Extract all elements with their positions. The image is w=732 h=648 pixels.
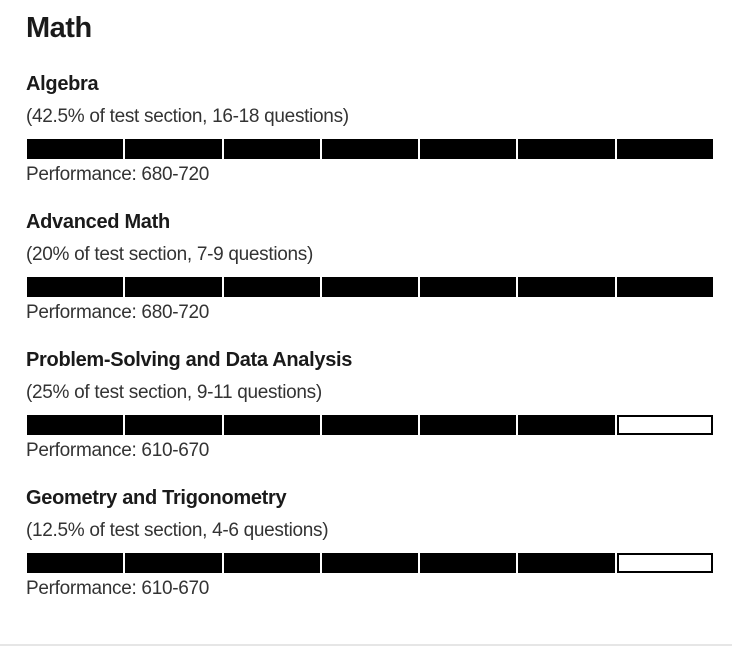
bar-segment-filled [616, 139, 713, 159]
bar-segment-empty [616, 553, 713, 573]
section-title: Advanced Math [26, 211, 170, 233]
bar-segment-filled [321, 139, 419, 159]
bar-segment-filled [125, 553, 222, 573]
bar-segment-filled [321, 415, 419, 435]
bar-segment-filled [223, 415, 320, 435]
bar-segment-filled [518, 415, 615, 435]
bar-segment-filled [420, 139, 517, 159]
section-geometry-trigonometry: Geometry and Trigonometry (12.5% of test… [26, 485, 716, 602]
performance-range: Performance: 680-720 [26, 164, 210, 185]
bar-segment-filled [223, 277, 320, 297]
performance-bar [27, 139, 713, 159]
section-advanced-math: Advanced Math (20% of test section, 7-9 … [26, 209, 716, 326]
section-title: Geometry and Trigonometry [26, 487, 287, 509]
bar-segment-filled [518, 139, 615, 159]
bar-segment-filled [321, 553, 419, 573]
section-weight: (25% of test section, 9-11 questions) [26, 382, 322, 403]
section-weight: (12.5% of test section, 4-6 questions) [26, 520, 329, 541]
section-title: Problem-Solving and Data Analysis [26, 349, 353, 371]
bar-segment-filled [125, 277, 222, 297]
section-algebra: Algebra (42.5% of test section, 16-18 qu… [26, 71, 716, 188]
bar-segment-filled [420, 553, 517, 573]
performance-bar [27, 415, 713, 435]
bar-segment-filled [125, 415, 222, 435]
bar-segment-empty [616, 415, 713, 435]
section-problem-solving-data-analysis: Problem-Solving and Data Analysis (25% o… [26, 347, 716, 464]
performance-bar [27, 277, 713, 297]
bar-segment-filled [125, 139, 222, 159]
bar-segment-filled [321, 277, 419, 297]
performance-range: Performance: 610-670 [26, 440, 210, 461]
bar-segment-filled [420, 277, 517, 297]
performance-bar [27, 553, 713, 573]
bar-segment-filled [27, 139, 124, 159]
bar-segment-filled [27, 277, 124, 297]
bar-segment-filled [223, 553, 320, 573]
section-weight: (42.5% of test section, 16-18 questions) [26, 106, 349, 127]
bar-segment-filled [518, 553, 615, 573]
page-title: Math [26, 12, 92, 44]
bar-segment-filled [420, 415, 517, 435]
performance-range: Performance: 680-720 [26, 302, 210, 323]
bar-segment-filled [27, 415, 124, 435]
performance-range: Performance: 610-670 [26, 578, 210, 599]
bar-segment-filled [518, 277, 615, 297]
bar-segment-filled [27, 553, 124, 573]
section-title: Algebra [26, 73, 99, 95]
bar-segment-filled [616, 277, 713, 297]
section-weight: (20% of test section, 7-9 questions) [26, 244, 314, 265]
bar-segment-filled [223, 139, 320, 159]
